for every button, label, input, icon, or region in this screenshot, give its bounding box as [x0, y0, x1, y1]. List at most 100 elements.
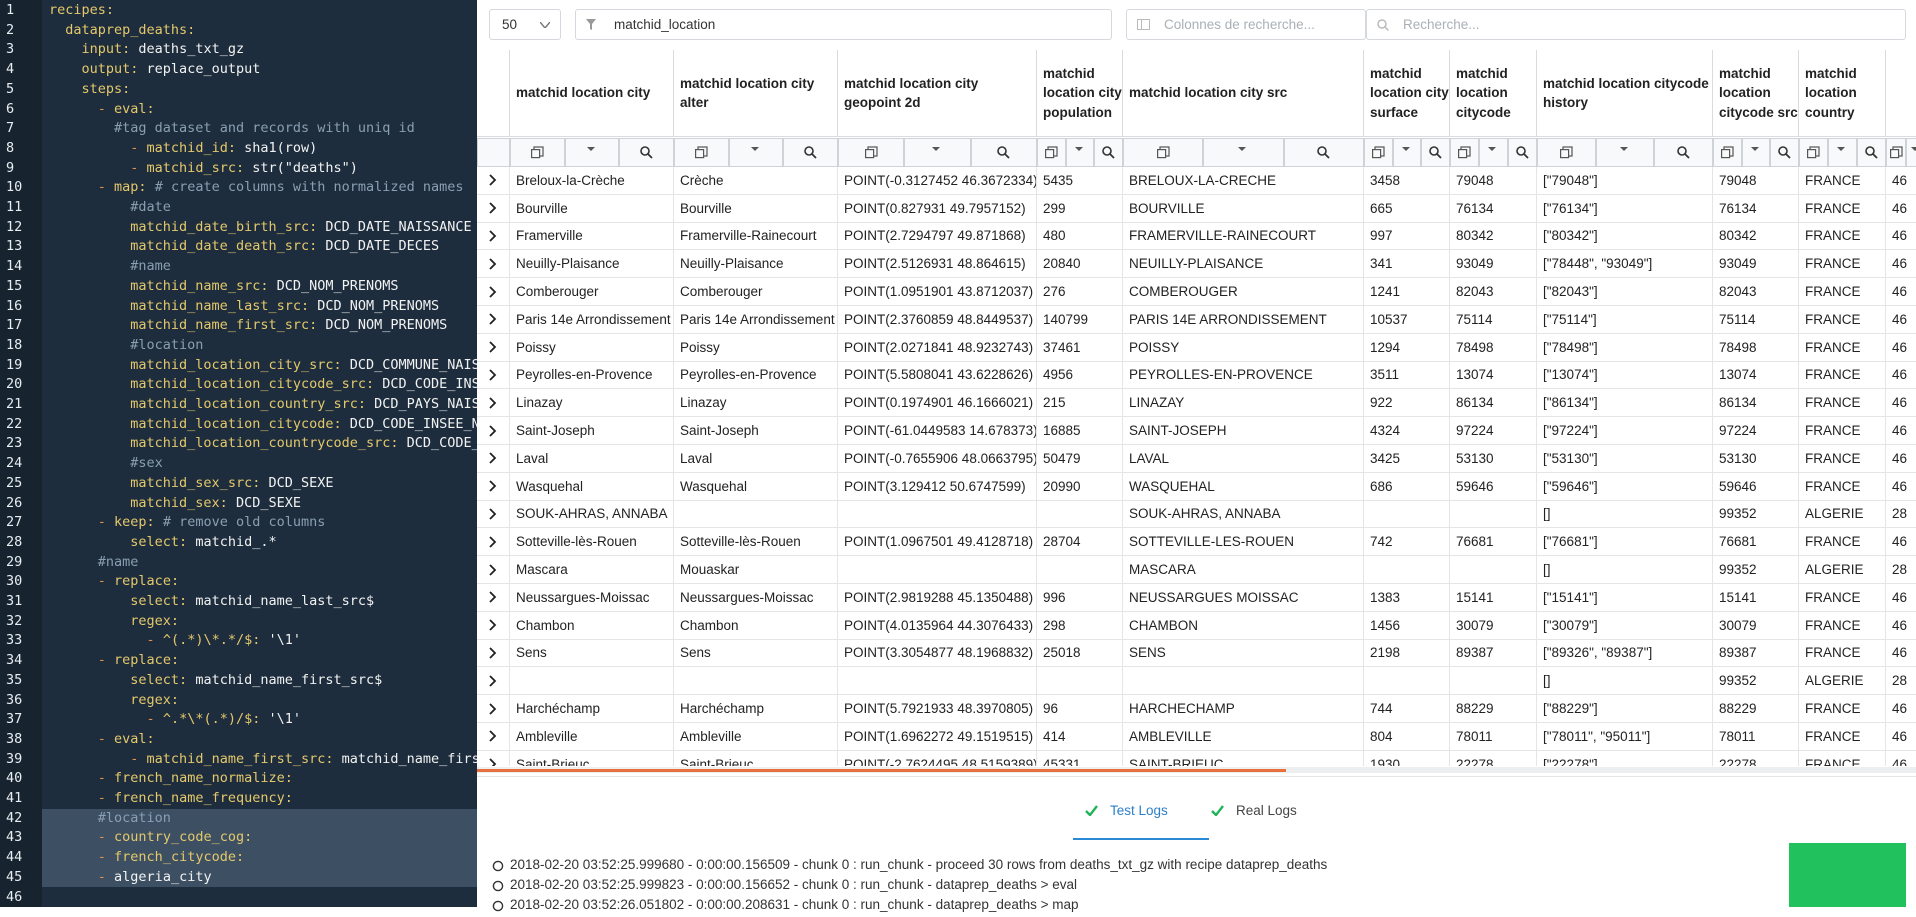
table-cell: 86134	[1450, 389, 1537, 417]
filter-button[interactable]	[1742, 138, 1771, 167]
code-line: matchid_location_citycode_src: DCD_CODE_…	[49, 375, 477, 395]
page-size-select[interactable]: 50	[489, 9, 561, 40]
expand-row[interactable]	[477, 501, 510, 529]
filter-button[interactable]	[565, 138, 620, 167]
filter-input[interactable]: matchid_location	[575, 9, 1112, 40]
filter-button[interactable]	[1537, 138, 1596, 167]
table-cell: FRANCE	[1799, 195, 1886, 223]
filter-button[interactable]	[1421, 138, 1450, 167]
filter-button[interactable]	[1123, 138, 1203, 167]
table-cell: 46	[1886, 362, 1916, 390]
table-cell	[838, 667, 1037, 695]
code-line: - ^.*\*(.*)/$: '\1'	[49, 710, 301, 730]
expand-row[interactable]	[477, 723, 510, 751]
table-cell: Wasquehal	[510, 473, 674, 501]
table-cell: 16885	[1037, 417, 1123, 445]
table-cell: 46	[1886, 640, 1916, 668]
filter-button[interactable]	[1066, 138, 1095, 167]
expand-row[interactable]	[477, 667, 510, 695]
expand-row[interactable]	[477, 389, 510, 417]
filter-button[interactable]	[1770, 138, 1799, 167]
table-cell: 59646	[1713, 473, 1799, 501]
expand-row[interactable]	[477, 528, 510, 556]
filter-button[interactable]	[838, 138, 904, 167]
code-line: dataprep_deaths:	[49, 21, 195, 41]
table-cell: NEUSSARGUES MOISSAC	[1123, 584, 1364, 612]
expand-row[interactable]	[477, 167, 510, 195]
filter-button[interactable]	[1450, 138, 1479, 167]
filter-button[interactable]	[1886, 138, 1906, 167]
expand-row[interactable]	[477, 278, 510, 306]
filter-button-glyph	[531, 146, 544, 159]
filter-button[interactable]	[1654, 138, 1713, 167]
expand-row[interactable]	[477, 250, 510, 278]
table-cell: 89387	[1713, 640, 1799, 668]
expand-row[interactable]	[477, 334, 510, 362]
expand-row[interactable]	[477, 223, 510, 251]
table-cell: BRELOUX-LA-CRECHE	[1123, 167, 1364, 195]
expand-row[interactable]	[477, 445, 510, 473]
filter-button[interactable]	[1713, 138, 1742, 167]
expand-row[interactable]	[477, 306, 510, 334]
line-number: 30	[0, 572, 40, 592]
log-tab[interactable]: Real Logs	[1211, 800, 1297, 820]
filter-button[interactable]	[783, 138, 838, 167]
table-cell: Poissy	[674, 334, 838, 362]
table-cell: 299	[1037, 195, 1123, 223]
filter-button-glyph	[1721, 146, 1734, 159]
expand-row-glyph	[489, 703, 497, 715]
filter-button[interactable]	[1479, 138, 1508, 167]
table-cell: 53130	[1713, 445, 1799, 473]
filter-button-glyph	[1429, 146, 1442, 159]
table-cell: HARCHECHAMP	[1123, 695, 1364, 723]
line-number: 35	[0, 671, 40, 691]
filter-button[interactable]	[1508, 138, 1537, 167]
filter-button[interactable]	[729, 138, 784, 167]
table-cell: ["53130"]	[1537, 445, 1713, 473]
expand-row-glyph	[489, 230, 497, 242]
filter-button-glyph	[931, 146, 944, 159]
filter-button-glyph	[750, 146, 763, 159]
expand-row[interactable]	[477, 584, 510, 612]
table-cell: Laval	[510, 445, 674, 473]
filter-button[interactable]	[1799, 138, 1828, 167]
filter-button[interactable]	[1203, 138, 1283, 167]
filter-button[interactable]	[1037, 138, 1066, 167]
table-cell: POINT(0.827931 49.7957152)	[838, 195, 1037, 223]
filter-button[interactable]	[1906, 138, 1916, 167]
filter-button[interactable]	[1284, 138, 1364, 167]
filter-button[interactable]	[674, 138, 729, 167]
filter-button[interactable]	[619, 138, 674, 167]
filter-button[interactable]	[1828, 138, 1857, 167]
expand-row[interactable]	[477, 195, 510, 223]
table-cell: Breloux-la-Crèche	[510, 167, 674, 195]
log-tab[interactable]: Test Logs	[1085, 800, 1168, 820]
filter-button[interactable]	[971, 138, 1037, 167]
expand-row[interactable]	[477, 640, 510, 668]
table-cell: FRAMERVILLE-RAINECOURT	[1123, 223, 1364, 251]
filter-button[interactable]	[1596, 138, 1655, 167]
expand-row[interactable]	[477, 751, 510, 766]
table-cell	[674, 667, 838, 695]
filter-button[interactable]	[1094, 138, 1123, 167]
column-search[interactable]: Colonnes de recherche...	[1126, 9, 1366, 40]
filter-button[interactable]	[1393, 138, 1422, 167]
expand-row[interactable]	[477, 417, 510, 445]
expand-row[interactable]	[477, 362, 510, 390]
filter-button[interactable]	[1857, 138, 1886, 167]
line-number: 34	[0, 651, 40, 671]
filter-button[interactable]	[904, 138, 970, 167]
table-cell: Sotteville-lès-Rouen	[674, 528, 838, 556]
table-cell: Ambleville	[510, 723, 674, 751]
table-cell: POISSY	[1123, 334, 1364, 362]
expand-row[interactable]	[477, 612, 510, 640]
expand-row[interactable]	[477, 473, 510, 501]
expand-row-glyph	[489, 536, 497, 548]
expand-row[interactable]	[477, 556, 510, 584]
search-input[interactable]: Recherche...	[1366, 9, 1906, 40]
expand-row[interactable]	[477, 695, 510, 723]
filter-button[interactable]	[1364, 138, 1393, 167]
filter-button[interactable]	[510, 138, 565, 167]
table-cell: FRANCE	[1799, 167, 1886, 195]
